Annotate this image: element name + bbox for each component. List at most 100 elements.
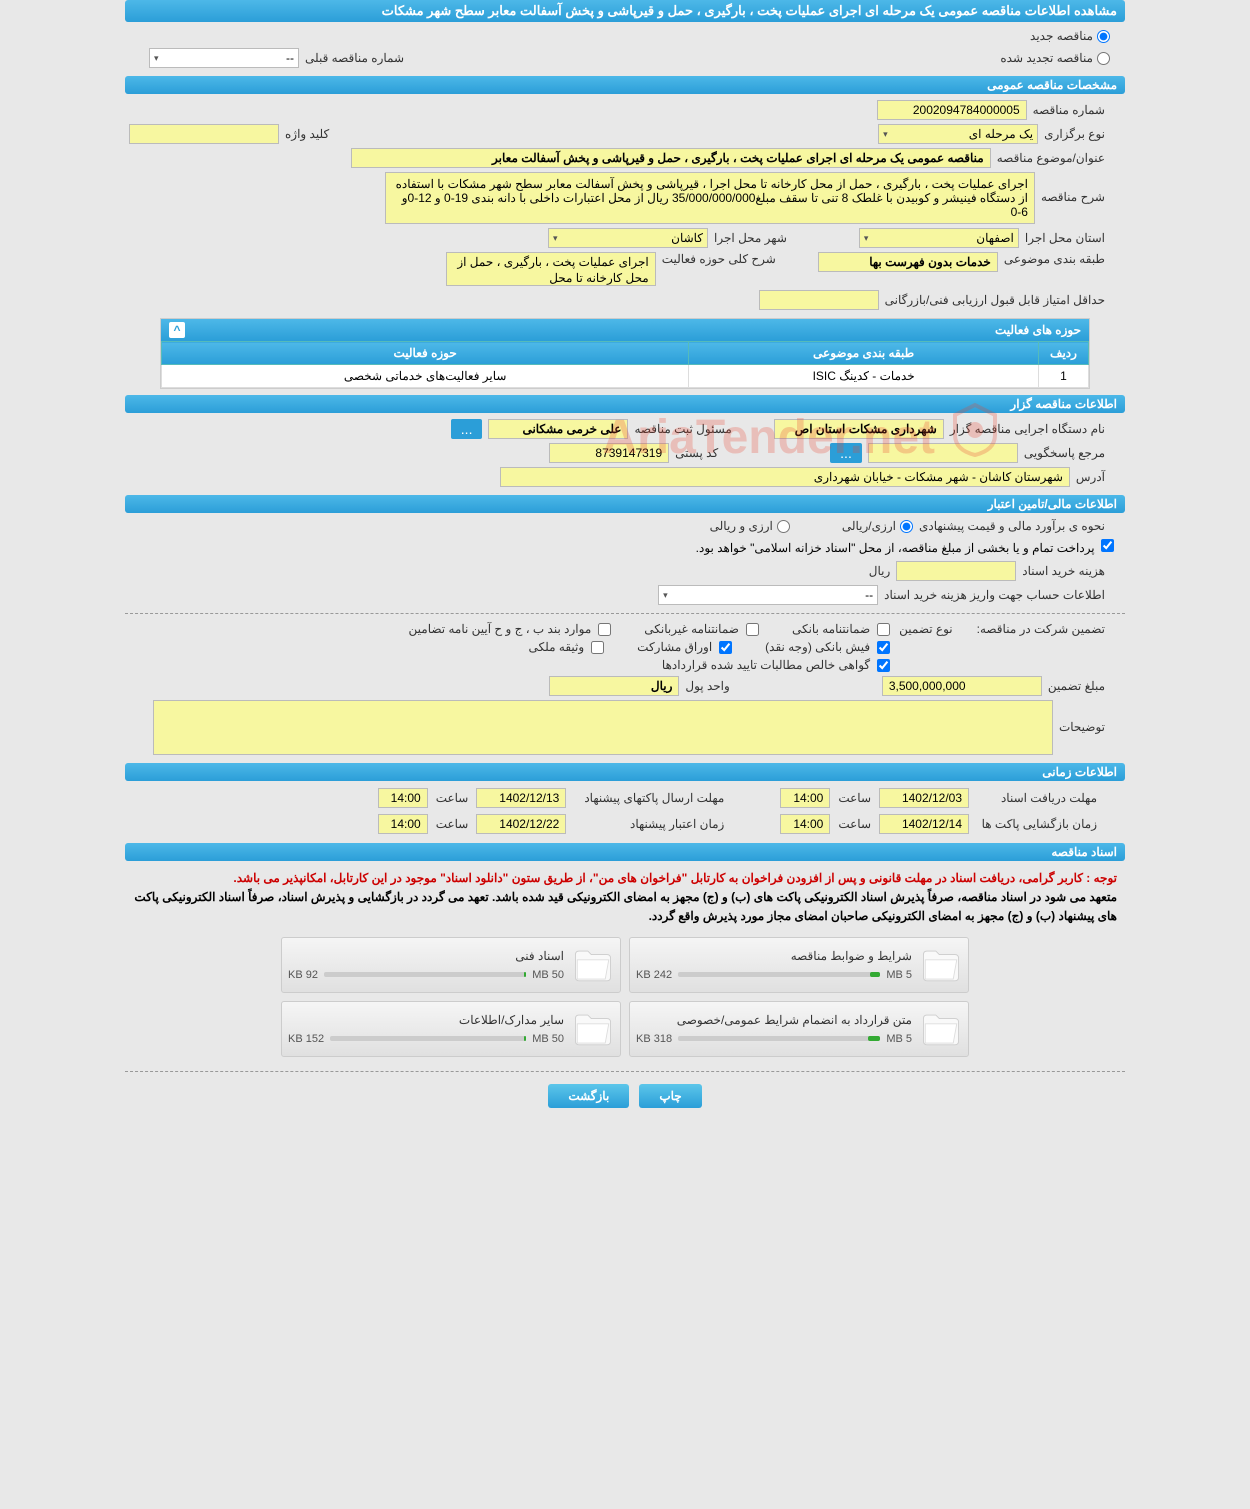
g2-label: ضمانتنامه غیربانکی bbox=[644, 622, 739, 636]
reg-officer-label: مسئول ثبت مناقصه bbox=[634, 422, 731, 436]
address-label: آدرس bbox=[1076, 470, 1105, 484]
chevron-down-icon: ▾ bbox=[883, 129, 888, 140]
time-label-2: ساعت bbox=[838, 817, 871, 831]
radio-new-tender[interactable] bbox=[1097, 30, 1110, 43]
section-timing: اطلاعات زمانی bbox=[125, 763, 1125, 781]
fin-method-label: نحوه ی برآورد مالی و قیمت پیشنهادی bbox=[919, 519, 1105, 533]
more-button[interactable]: ... bbox=[451, 419, 483, 439]
province-dropdown[interactable]: اصفهان ▾ bbox=[859, 228, 1019, 248]
radio-renewed-label: مناقصه تجدید شده bbox=[1000, 51, 1093, 65]
unit-label: واحد پول bbox=[685, 679, 729, 693]
unit-field: ریال bbox=[549, 676, 679, 696]
doc-cost-unit: ریال bbox=[869, 564, 891, 578]
more-button-2[interactable]: ... bbox=[830, 443, 862, 463]
row-no: 1 bbox=[1039, 365, 1089, 388]
city-value: کاشان bbox=[671, 231, 703, 245]
tender-no-label: شماره مناقصه bbox=[1033, 103, 1105, 117]
chk-payment-note[interactable] bbox=[1101, 539, 1114, 552]
col-category: طبقه بندی موضوعی bbox=[689, 342, 1039, 365]
g1-label: ضمانتنامه بانکی bbox=[792, 622, 870, 636]
province-label: استان محل اجرا bbox=[1025, 231, 1105, 245]
category-label: طبقه بندی موضوعی bbox=[1004, 252, 1105, 266]
city-dropdown[interactable]: کاشان ▾ bbox=[548, 228, 708, 248]
keyword-field[interactable] bbox=[129, 124, 279, 144]
postal-label: کد پستی bbox=[675, 446, 718, 460]
hold-type-label: نوع برگزاری bbox=[1044, 127, 1105, 141]
g3-label: موارد بند ب ، ج و ح آیین نامه تضامین bbox=[409, 622, 592, 636]
doc-used: 152 KB bbox=[288, 1033, 324, 1045]
doc-title: سایر مدارک/اطلاعات bbox=[288, 1013, 564, 1027]
row-cat: خدمات - کدینگ ISIC bbox=[689, 365, 1039, 388]
org-field: شهرداری مشکات استان اص bbox=[774, 419, 944, 439]
account-value: -- bbox=[865, 588, 873, 602]
account-dropdown[interactable]: -- ▾ bbox=[658, 585, 878, 605]
radio-rial-label: ارزی/ریالی bbox=[842, 519, 896, 533]
chk-g3[interactable] bbox=[598, 623, 611, 636]
section-general: مشخصات مناقصه عمومی bbox=[125, 76, 1125, 94]
doc-cost-label: هزینه خرید اسناد bbox=[1022, 564, 1105, 578]
doc-card[interactable]: شرایط و ضوابط مناقصه 5 MB 242 KB bbox=[629, 937, 969, 993]
chk-g2[interactable] bbox=[746, 623, 759, 636]
doc-used: 242 KB bbox=[636, 969, 672, 981]
warning-2: متعهد می شود در اسناد مناقصه، صرفاً پذیر… bbox=[134, 890, 1117, 923]
receive-label: مهلت دریافت اسناد bbox=[977, 791, 1097, 805]
radio-renewed-tender[interactable] bbox=[1097, 52, 1110, 65]
doc-title: اسناد فنی bbox=[288, 949, 564, 963]
doc-used: 92 KB bbox=[288, 969, 318, 981]
chevron-down-icon: ▾ bbox=[154, 53, 159, 64]
radio-rial[interactable] bbox=[900, 520, 913, 533]
send-label: مهلت ارسال پاکتهای پیشنهاد bbox=[574, 791, 724, 805]
doc-title: متن قرارداد به انضمام شرایط عمومی/خصوصی bbox=[636, 1013, 912, 1027]
folder-icon bbox=[572, 944, 614, 986]
send-date: 1402/12/13 bbox=[476, 788, 566, 808]
chk-g4[interactable] bbox=[877, 641, 890, 654]
min-score-field[interactable] bbox=[759, 290, 879, 310]
folder-icon bbox=[920, 1008, 962, 1050]
prev-tender-label: شماره مناقصه قبلی bbox=[305, 51, 404, 65]
tender-no-field: 2002094784000005 bbox=[877, 100, 1027, 120]
chevron-down-icon: ▾ bbox=[663, 590, 668, 601]
progress-bar bbox=[524, 1036, 526, 1041]
doc-total: 5 MB bbox=[886, 1033, 912, 1045]
hold-type-value: یک مرحله ای bbox=[969, 127, 1033, 141]
doc-card[interactable]: سایر مدارک/اطلاعات 50 MB 152 KB bbox=[281, 1001, 621, 1057]
doc-title: شرایط و ضوابط مناقصه bbox=[636, 949, 912, 963]
chk-g6[interactable] bbox=[591, 641, 604, 654]
subject-field: مناقصه عمومی یک مرحله ای اجرای عملیات پخ… bbox=[351, 148, 991, 168]
open-label: زمان بازگشایی پاکت ها bbox=[977, 817, 1097, 831]
chk-g1[interactable] bbox=[877, 623, 890, 636]
chk-g5[interactable] bbox=[719, 641, 732, 654]
province-value: اصفهان bbox=[976, 231, 1014, 245]
chk-g7[interactable] bbox=[877, 659, 890, 672]
doc-card[interactable]: متن قرارداد به انضمام شرایط عمومی/خصوصی … bbox=[629, 1001, 969, 1057]
notes-field[interactable] bbox=[153, 700, 1053, 755]
doc-total: 5 MB bbox=[886, 969, 912, 981]
doc-total: 50 MB bbox=[532, 969, 564, 981]
category-field: خدمات بدون فهرست بها bbox=[818, 252, 998, 272]
doc-card[interactable]: اسناد فنی 50 MB 92 KB bbox=[281, 937, 621, 993]
hold-type-dropdown[interactable]: یک مرحله ای ▾ bbox=[878, 124, 1038, 144]
activity-table: ردیف طبقه بندی موضوعی حوزه فعالیت 1 خدما… bbox=[161, 341, 1089, 388]
contact-field[interactable] bbox=[868, 443, 1018, 463]
reg-officer-field: علی خرمی مشکانی bbox=[488, 419, 628, 439]
collapse-icon[interactable]: ^ bbox=[169, 322, 185, 338]
progress-bar bbox=[870, 972, 880, 977]
prev-tender-dropdown[interactable]: -- ▾ bbox=[149, 48, 299, 68]
address-field: شهرستان کاشان - شهر مشکات - خیابان شهردا… bbox=[500, 467, 1070, 487]
min-score-label: حداقل امتیاز قابل قبول ارزیابی فنی/بازرگ… bbox=[885, 293, 1105, 307]
folder-icon bbox=[572, 1008, 614, 1050]
activity-desc-label: شرح کلی حوزه فعالیت bbox=[662, 252, 776, 266]
time-label-4: ساعت bbox=[436, 817, 469, 831]
receive-time: 14:00 bbox=[780, 788, 830, 808]
print-button[interactable]: چاپ bbox=[639, 1084, 701, 1108]
progress-bar bbox=[868, 1036, 880, 1041]
radio-currency[interactable] bbox=[777, 520, 790, 533]
radio-new-label: مناقصه جدید bbox=[1030, 29, 1093, 43]
progress-bar bbox=[524, 972, 526, 977]
back-button[interactable]: بازگشت bbox=[548, 1084, 629, 1108]
doc-cost-field[interactable] bbox=[896, 561, 1016, 581]
radio-currency-label: ارزی و ریالی bbox=[710, 519, 773, 533]
payment-note: پرداخت تمام و یا بخشی از مبلغ مناقصه، از… bbox=[696, 541, 1095, 555]
desc-label: شرح مناقصه bbox=[1041, 190, 1105, 204]
validity-date: 1402/12/22 bbox=[476, 814, 566, 834]
